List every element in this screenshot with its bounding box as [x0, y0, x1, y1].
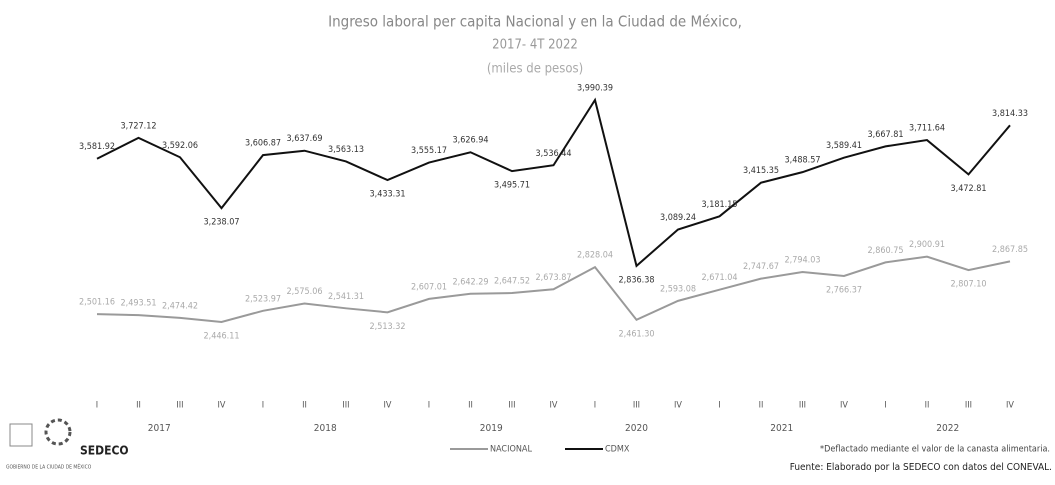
- data-label: 2,766.37: [826, 285, 862, 295]
- x-tick-label: I: [718, 401, 720, 411]
- logo: SEDECO GOBIERNO DE LA CIUDAD DE MÉXICO: [6, 418, 129, 471]
- data-label: 2,860.75: [867, 246, 903, 256]
- x-tick-label: III: [633, 401, 640, 411]
- logo-gov: GOBIERNO DE LA CIUDAD DE MÉXICO: [6, 463, 92, 471]
- logo-emblem: [44, 418, 72, 446]
- data-label: 3,488.57: [784, 156, 820, 166]
- data-label: 3,563.13: [328, 145, 364, 155]
- data-label: 3,415.35: [743, 166, 779, 176]
- data-label: 2,867.85: [992, 245, 1028, 255]
- data-label: 2,671.04: [701, 273, 737, 283]
- x-tick-label: I: [594, 401, 596, 411]
- data-label: 2,747.67: [743, 262, 779, 272]
- data-label: 2,807.10: [950, 280, 986, 290]
- data-label: 2,446.11: [203, 332, 239, 342]
- x-tick-label: IV: [384, 401, 392, 411]
- data-label: 2,900.91: [909, 240, 945, 250]
- data-label: 3,238.07: [203, 218, 239, 228]
- year-label: 2018: [314, 423, 337, 434]
- x-tick-label: I: [884, 401, 886, 411]
- data-label: 3,667.81: [867, 130, 903, 140]
- x-tick-label: II: [468, 401, 473, 411]
- data-label: 2,607.01: [411, 282, 447, 292]
- data-label: 2,575.06: [286, 287, 322, 297]
- series-line: [96, 97, 1011, 268]
- data-label: 2,493.51: [120, 299, 156, 309]
- data-label: 2,461.30: [618, 329, 654, 339]
- x-tick-label: III: [176, 401, 183, 411]
- data-label: 3,589.41: [826, 141, 862, 151]
- data-label: 3,536.44: [535, 149, 571, 159]
- data-label: 3,495.71: [494, 181, 530, 191]
- chart-title: Ingreso laboral per capita Nacional y en…: [328, 13, 742, 31]
- data-label: 3,472.81: [950, 184, 986, 194]
- chart-subtitle: 2017- 4T 2022: [492, 38, 578, 53]
- x-tick-label: IV: [218, 401, 226, 411]
- x-tick-label: IV: [674, 401, 682, 411]
- year-label: 2022: [936, 423, 959, 434]
- footnote: *Deflactado mediante el valor de la cana…: [820, 445, 1050, 455]
- x-tick-label: IV: [550, 401, 558, 411]
- data-label: 3,606.87: [245, 139, 281, 149]
- year-label: 2020: [625, 423, 648, 434]
- data-label: 2,828.04: [577, 251, 613, 261]
- data-label: 3,581.92: [79, 142, 115, 152]
- data-label: 3,433.31: [369, 190, 405, 200]
- data-label: 3,990.39: [577, 84, 613, 94]
- data-label: 2,501.16: [79, 298, 115, 308]
- x-tick-label: IV: [1006, 401, 1014, 411]
- logo-shield: [9, 423, 33, 447]
- year-label: 2017: [148, 423, 171, 434]
- x-tick-label: III: [799, 401, 806, 411]
- x-tick-label: III: [342, 401, 349, 411]
- data-label: 3,089.24: [660, 213, 696, 223]
- x-tick-label: III: [965, 401, 972, 411]
- data-label: 3,814.33: [992, 109, 1028, 119]
- data-label: 2,513.32: [369, 322, 405, 332]
- data-label: 2,642.29: [452, 277, 488, 287]
- data-label: 3,626.94: [452, 136, 488, 146]
- data-label: 2,541.31: [328, 292, 364, 302]
- x-tick-label: I: [96, 401, 98, 411]
- data-label: 3,637.69: [286, 134, 322, 144]
- data-label: 2,673.87: [535, 273, 571, 283]
- data-label: 3,711.64: [909, 124, 945, 134]
- x-tick-label: II: [136, 401, 141, 411]
- x-tick-label: IV: [840, 401, 848, 411]
- data-label: 2,836.38: [618, 275, 654, 285]
- data-label: 2,794.03: [784, 255, 820, 265]
- year-label: 2021: [770, 423, 793, 434]
- legend-label: CDMX: [605, 445, 630, 455]
- data-label: 3,555.17: [411, 146, 447, 156]
- data-label: 2,474.42: [162, 301, 198, 311]
- data-label: 3,181.15: [701, 200, 737, 210]
- logo-text: SEDECO: [80, 444, 129, 458]
- x-tick-label: I: [428, 401, 430, 411]
- year-label: 2019: [480, 423, 503, 434]
- data-label: 2,523.97: [245, 294, 281, 304]
- x-tick-label: II: [759, 401, 764, 411]
- data-label: 2,593.08: [660, 284, 696, 294]
- unit-note: (miles de pesos): [487, 62, 583, 77]
- x-tick-label: III: [508, 401, 515, 411]
- x-tick-label: I: [262, 401, 264, 411]
- data-label: 2,647.52: [494, 277, 530, 287]
- legend-label: NACIONAL: [490, 445, 532, 455]
- x-tick-label: II: [925, 401, 930, 411]
- data-label: 3,727.12: [120, 121, 156, 131]
- x-tick-label: II: [302, 401, 307, 411]
- source: Fuente: Elaborado por la SEDECO con dato…: [790, 462, 1052, 473]
- series-line: [96, 255, 1011, 324]
- data-label: 3,592.06: [162, 141, 198, 151]
